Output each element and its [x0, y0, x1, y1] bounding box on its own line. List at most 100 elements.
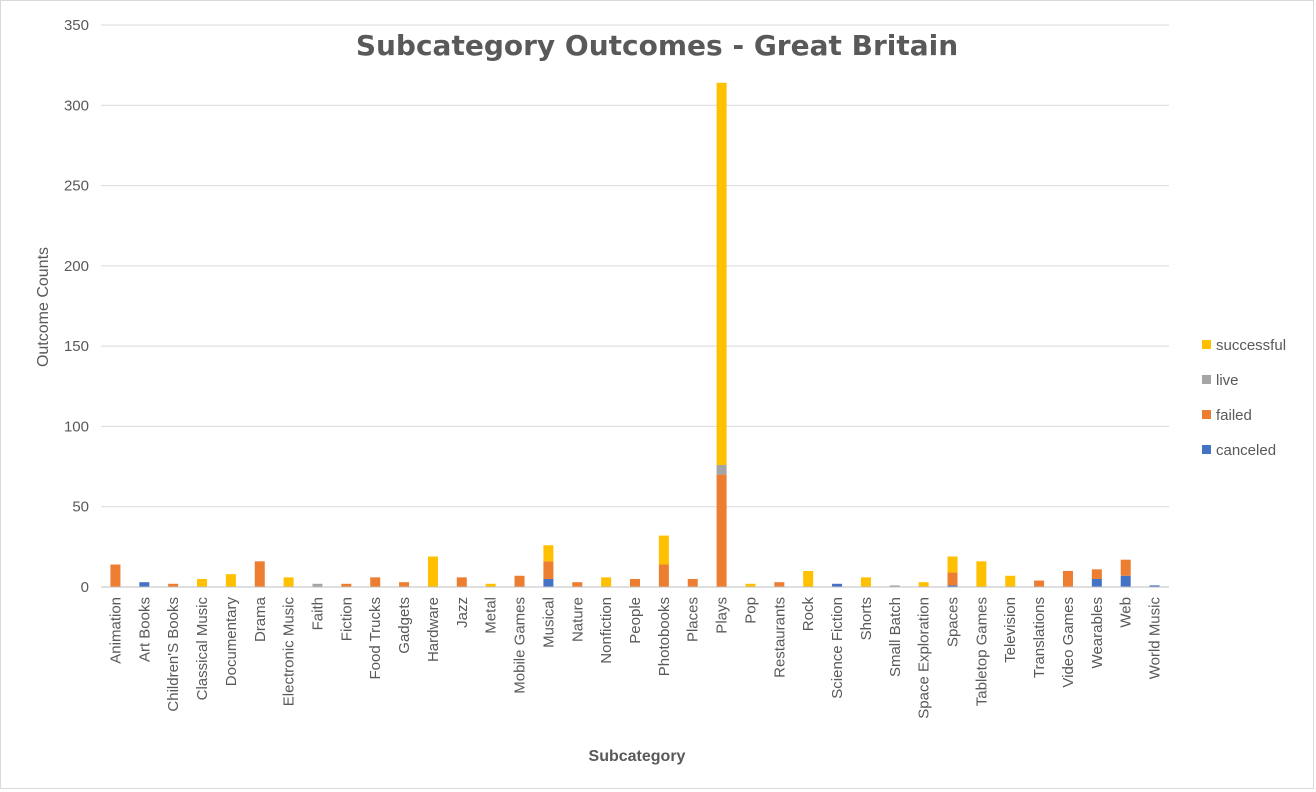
x-tick-label: Classical Music: [194, 597, 211, 701]
bar-canceled: [139, 582, 150, 587]
bar-canceled: [543, 578, 554, 587]
y-tick-label: 300: [64, 97, 89, 114]
x-tick-label: Jazz: [454, 597, 471, 628]
y-tick-label: 250: [64, 178, 89, 195]
bar-failed: [254, 561, 265, 587]
bar-failed: [1091, 569, 1102, 579]
x-tick-label: Science Fiction: [829, 597, 846, 699]
x-tick-label: Food Trucks: [367, 597, 384, 680]
x-tick-label: Animation: [107, 597, 124, 664]
bar-successful: [658, 535, 669, 565]
bar-successful: [283, 577, 294, 587]
x-tick-label: Rock: [800, 597, 817, 632]
legend-label-canceled: canceled: [1216, 442, 1276, 459]
x-tick-label: Tabletop Games: [973, 597, 990, 706]
x-tick-label: Fiction: [338, 597, 355, 641]
x-tick-label: Documentary: [223, 597, 240, 687]
bar-successful: [976, 561, 987, 587]
bar-live: [716, 464, 727, 475]
bar-failed: [370, 577, 381, 587]
y-axis-ticks: 0 50 100 150 200 250 300 350: [64, 17, 89, 596]
legend-swatch-live: [1202, 375, 1211, 384]
x-tick-label: Faith: [309, 597, 326, 630]
bar-successful: [601, 577, 612, 587]
y-tick-label: 0: [81, 579, 89, 596]
x-tick-label: Children'S Books: [165, 597, 182, 712]
y-tick-label: 200: [64, 258, 89, 275]
x-tick-label: Art Books: [136, 597, 153, 662]
bar-canceled: [1091, 578, 1102, 587]
y-tick-label: 100: [64, 418, 89, 435]
x-tick-label: People: [627, 597, 644, 644]
bar-canceled: [947, 585, 958, 587]
x-tick-label: Small Batch: [887, 597, 904, 677]
x-tick-label: Shorts: [858, 597, 875, 640]
bar-live: [889, 585, 900, 587]
bar-failed: [1034, 580, 1045, 587]
x-tick-label: Plays: [714, 597, 731, 634]
y-tick-label: 150: [64, 338, 89, 355]
x-tick-label: Musical: [540, 597, 557, 648]
x-tick-label: Pop: [742, 597, 759, 624]
bar-failed: [399, 582, 410, 587]
x-tick-label: Nature: [569, 597, 586, 642]
bar-successful: [860, 577, 871, 587]
legend-swatch-failed: [1202, 410, 1211, 419]
bar-failed: [168, 583, 179, 587]
legend-label-failed: failed: [1216, 407, 1252, 424]
x-tick-label: Drama: [252, 596, 269, 642]
y-tick-label: 50: [72, 499, 89, 516]
bar-successful: [427, 556, 438, 587]
y-axis-title: Outcome Counts: [35, 247, 52, 367]
x-axis-title: Subcategory: [589, 748, 686, 765]
bar-live: [312, 583, 323, 587]
bar-failed: [514, 575, 525, 587]
bar-successful: [1005, 575, 1016, 587]
bar-failed: [543, 561, 554, 579]
x-axis-ticks: Animation Art Books Children'S Books Classi…: [107, 596, 1163, 718]
x-tick-label: World Music: [1147, 597, 1164, 680]
x-tick-label: Electronic Music: [281, 597, 298, 707]
x-tick-label: Web: [1118, 597, 1135, 628]
bar-failed: [947, 572, 958, 586]
x-tick-label: Spaces: [945, 597, 962, 647]
x-tick-label: Wearables: [1089, 597, 1106, 668]
bar-failed: [716, 474, 727, 587]
bar-failed: [1120, 559, 1131, 576]
bar-successful: [197, 578, 208, 587]
legend-swatch-canceled: [1202, 445, 1211, 454]
bar-successful: [745, 583, 756, 587]
x-tick-label: Restaurants: [771, 597, 788, 678]
bar-failed: [110, 564, 121, 587]
bar-successful: [918, 582, 929, 587]
x-tick-label: Television: [1002, 597, 1019, 663]
bar-failed: [1062, 570, 1073, 587]
bar-failed: [572, 582, 583, 587]
legend-label-live: live: [1216, 372, 1239, 389]
bar-canceled: [1120, 575, 1131, 587]
x-tick-label: Metal: [483, 597, 500, 634]
x-tick-label: Places: [685, 597, 702, 642]
bar-successful: [485, 583, 496, 587]
x-tick-label: Translations: [1031, 597, 1048, 678]
y-tick-label: 350: [64, 17, 89, 34]
bar-failed: [687, 578, 698, 587]
bar-failed: [456, 577, 467, 587]
x-tick-label: Video Games: [1060, 597, 1077, 688]
bar-failed: [341, 583, 352, 587]
x-tick-label: Photobooks: [656, 597, 673, 676]
bar-successful: [947, 556, 958, 573]
bar-canceled: [832, 583, 843, 587]
legend-swatch-successful: [1202, 340, 1211, 349]
x-tick-label: Gadgets: [396, 597, 413, 654]
bar-successful: [803, 570, 814, 587]
bar-successful: [716, 82, 727, 465]
x-tick-label: Hardware: [425, 597, 442, 662]
bar-successful: [543, 545, 554, 562]
bar-canceled: [1149, 585, 1160, 587]
x-tick-label: Nonfiction: [598, 597, 615, 664]
bar-failed: [658, 564, 669, 587]
legend-label-successful: successful: [1216, 337, 1286, 354]
bar-successful: [225, 574, 236, 587]
